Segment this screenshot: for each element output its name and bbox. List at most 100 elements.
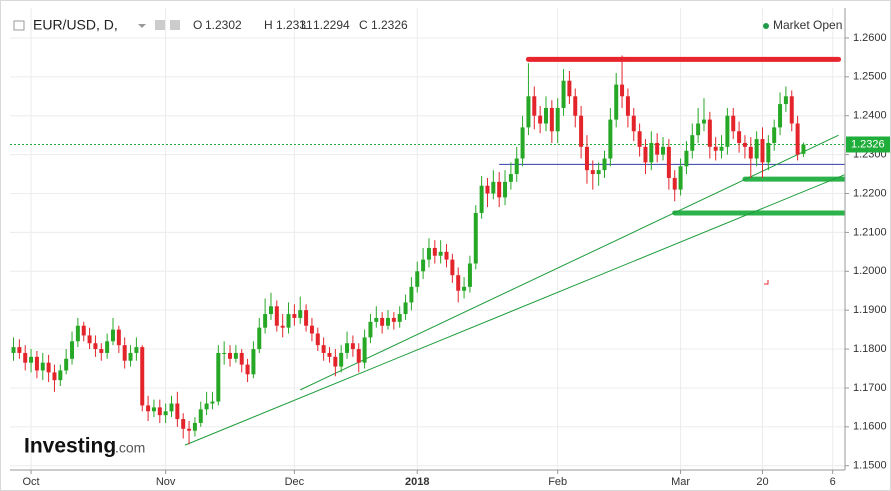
candle-body — [122, 345, 127, 361]
candle-body — [421, 259, 426, 272]
candle-body — [251, 349, 256, 375]
candle-body — [128, 352, 133, 361]
candle-body — [374, 317, 379, 322]
candle-body — [198, 409, 203, 423]
candle-body — [625, 96, 630, 116]
candle-body — [169, 403, 174, 412]
candle-body — [286, 314, 291, 328]
y-tick-label: 1.2000 — [853, 265, 887, 277]
y-tick-label: 1.2500 — [853, 71, 887, 83]
candle-body — [690, 135, 695, 151]
candle-body — [64, 358, 69, 371]
ohlc-value: 1.2302 — [205, 18, 242, 32]
candle-body — [538, 115, 543, 124]
candle-body — [157, 407, 162, 416]
candle-body — [315, 333, 320, 346]
candle-body — [11, 347, 16, 353]
candle-body — [772, 127, 777, 143]
candle-body — [204, 403, 209, 410]
candle-body — [263, 314, 268, 328]
ohlc-key: L — [301, 18, 308, 32]
candle-body — [672, 177, 677, 190]
grid — [10, 8, 845, 470]
candle-body — [450, 259, 455, 276]
candle-body — [397, 314, 402, 322]
drawing-line — [184, 174, 845, 446]
candle-body — [46, 362, 51, 373]
candle-body — [637, 131, 642, 147]
last-price-badge — [846, 136, 890, 153]
candle-body — [233, 352, 238, 359]
candle-body — [608, 119, 613, 159]
candle-body — [187, 428, 192, 431]
candle-body — [731, 115, 736, 132]
candle-body — [438, 251, 443, 256]
candle-body — [631, 115, 636, 132]
candle-body — [239, 352, 244, 365]
candle-body — [222, 352, 227, 354]
candle-body — [795, 123, 800, 155]
dropdown-arrow[interactable] — [138, 24, 146, 28]
candle-body — [380, 317, 385, 326]
candle-body — [737, 131, 742, 143]
candle-body — [479, 185, 484, 213]
candle-body — [456, 275, 461, 291]
candle-body — [345, 343, 350, 353]
candle-body — [134, 347, 139, 353]
y-tick-label: 1.1800 — [853, 343, 887, 355]
candle-body — [514, 158, 519, 175]
settings-icon[interactable] — [155, 20, 165, 30]
candle-body — [620, 84, 625, 97]
candle-body — [368, 321, 373, 338]
candle-body — [81, 325, 86, 336]
y-tick-label: 1.1900 — [853, 304, 887, 316]
candle-body — [350, 343, 355, 350]
candle-body — [655, 142, 660, 155]
candle-body — [228, 352, 233, 359]
candle-body — [116, 329, 121, 346]
candle-body — [99, 349, 104, 353]
candle-body — [304, 310, 309, 326]
candle-body — [391, 317, 396, 322]
drawings — [10, 56, 845, 446]
y-tick-label: 1.1700 — [853, 382, 887, 394]
watermark: Investing — [24, 435, 116, 458]
x-tick-label: Dec — [285, 476, 305, 488]
candle-body — [649, 142, 654, 163]
candle-body — [298, 310, 303, 318]
status-dot — [763, 23, 769, 29]
candle-body — [590, 170, 595, 175]
candle-body — [274, 306, 279, 326]
candle-body — [34, 356, 39, 371]
candle-body — [70, 341, 75, 359]
candle-body — [596, 170, 601, 175]
settings-icon[interactable] — [170, 20, 180, 30]
candle-body — [491, 181, 496, 194]
candle-body — [257, 327, 262, 350]
chart-title: EUR/USD, D, — [33, 17, 118, 33]
candle-body — [661, 146, 666, 155]
candle-body — [151, 407, 156, 412]
candle-body — [760, 139, 765, 163]
candle-body — [707, 119, 712, 147]
candle-body — [40, 362, 45, 371]
candle-body — [748, 146, 753, 159]
candle-body — [701, 119, 706, 124]
candle-body — [140, 347, 145, 406]
candle-body — [508, 174, 513, 182]
candle-body — [29, 356, 34, 363]
x-tick-label: 2018 — [405, 476, 429, 488]
market-status: Market Open — [773, 18, 842, 32]
y-tick-label: 1.1500 — [853, 460, 887, 472]
y-tick-label: 1.2200 — [853, 187, 887, 199]
candle-body — [561, 80, 566, 108]
candle-body — [321, 345, 326, 353]
candle-body — [163, 411, 168, 416]
candle-body — [192, 422, 197, 431]
candle-body — [666, 146, 671, 178]
y-tick-label: 1.2100 — [853, 226, 887, 238]
candle-body — [110, 329, 115, 342]
candle-body — [362, 337, 367, 363]
